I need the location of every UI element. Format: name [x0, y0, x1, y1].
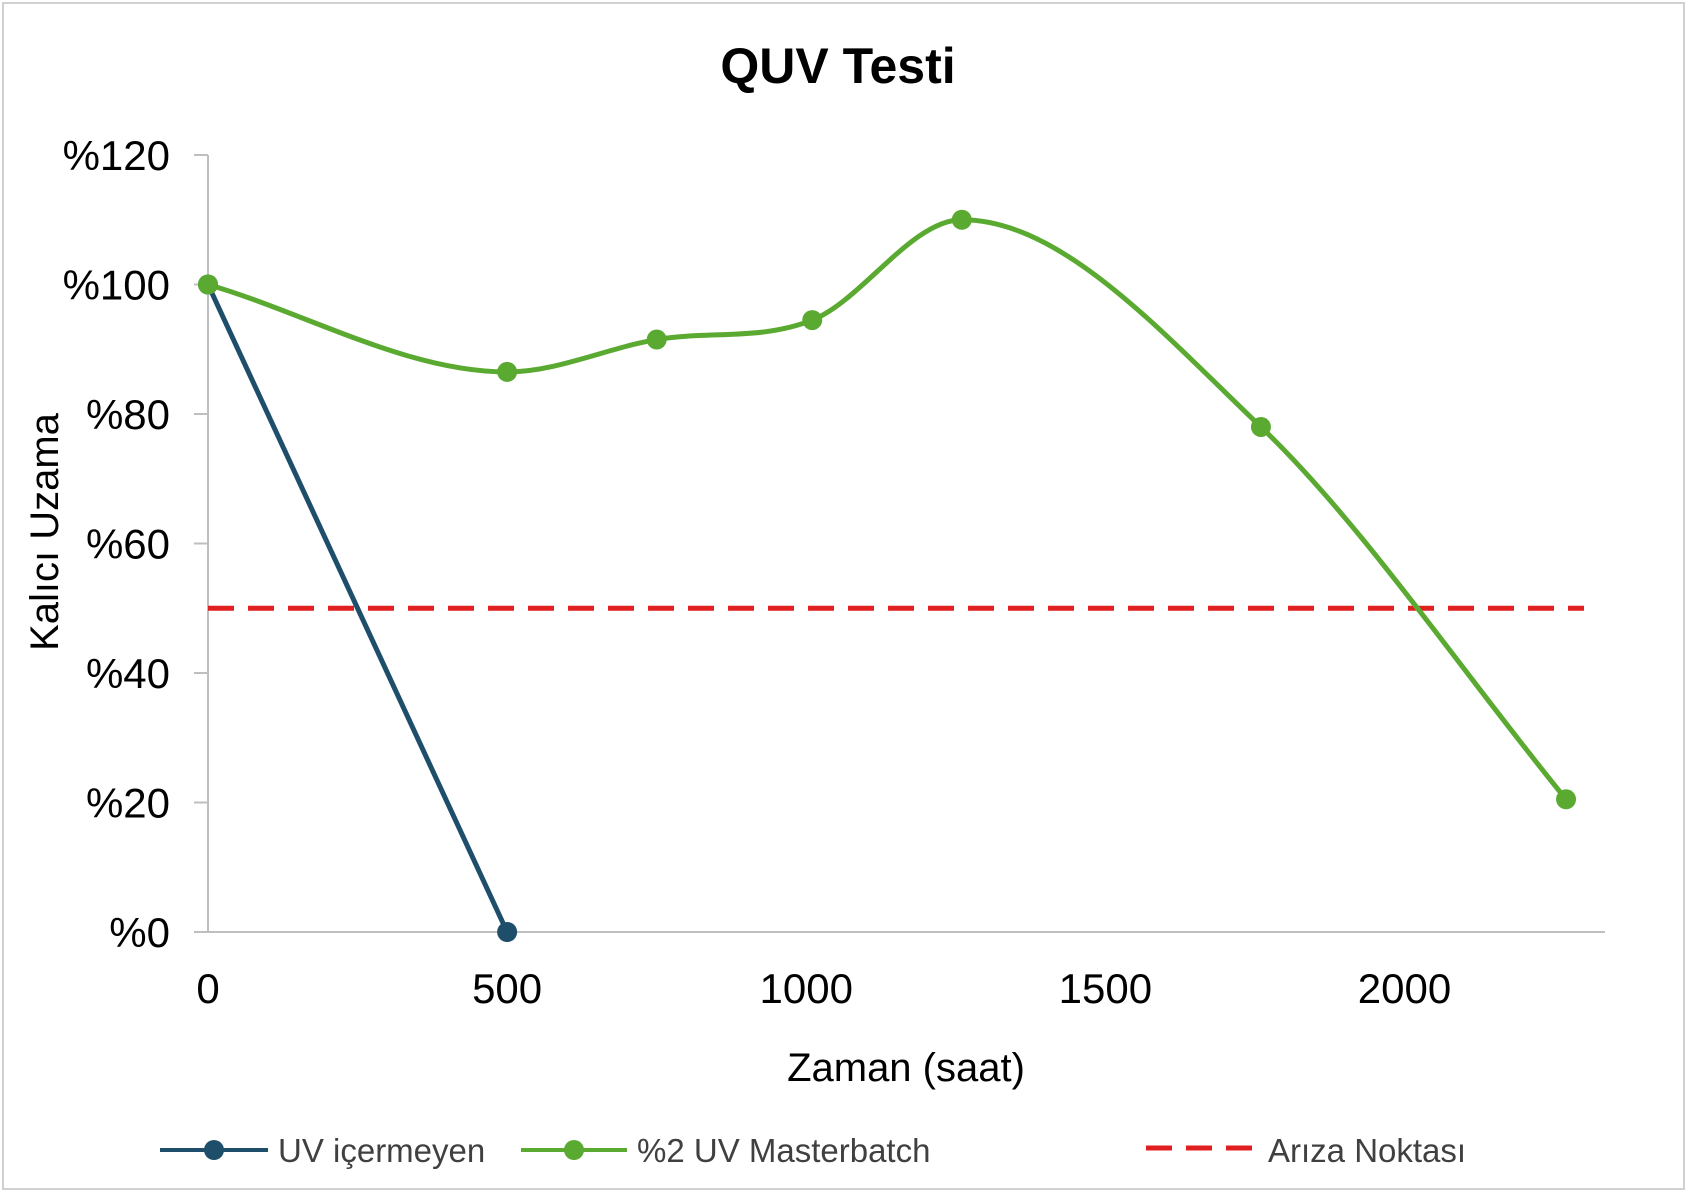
data-point-pct2-uv-masterbatch [802, 310, 823, 331]
legend-label-ariza-noktasi: Arıza Noktası [1268, 1132, 1466, 1169]
y-tick-label: %80 [86, 391, 170, 438]
x-tick-label: 1500 [1059, 965, 1152, 1012]
y-ticks: %0 %20 %40 %60 %80 %100 %120 [63, 132, 208, 956]
series-lines [205, 217, 1568, 934]
data-point-pct2-uv-masterbatch [1556, 789, 1577, 810]
y-tick-label: %0 [109, 909, 170, 956]
y-tick-label: %60 [86, 521, 170, 568]
series-points [198, 209, 1577, 942]
y-axis-label: Kalıcı Uzama [23, 412, 67, 651]
legend-item-uv-masterbatch: %2 UV Masterbatch [521, 1132, 930, 1169]
data-point-pct2-uv-masterbatch [497, 361, 518, 382]
series-line-pct2-uv-masterbatch [207, 217, 1568, 801]
x-tick-label: 500 [472, 965, 542, 1012]
series-line-uv-icermeyen [205, 283, 510, 934]
y-tick-label: %20 [86, 780, 170, 827]
y-tick-label: %120 [63, 132, 170, 179]
x-ticks: 0 500 1000 1500 2000 [196, 965, 1451, 1012]
data-point-pct2-uv-masterbatch [951, 209, 972, 230]
data-point-uv-icermeyen [497, 922, 518, 942]
data-point-pct2-uv-masterbatch [198, 274, 218, 295]
legend-label-uv-icermeyen: UV içermeyen [278, 1132, 485, 1169]
x-tick-label: 1000 [760, 965, 853, 1012]
legend-item-ariza-noktasi: Arıza Noktası [1146, 1132, 1466, 1169]
data-point-pct2-uv-masterbatch [1250, 416, 1271, 437]
legend-item-uv-icermeyen: UV içermeyen [160, 1132, 485, 1169]
x-tick-label: 0 [196, 965, 219, 1012]
legend-marker-uv-masterbatch [564, 1140, 584, 1160]
legend-marker-uv-icermeyen [204, 1140, 224, 1160]
x-axis-label: Zaman (saat) [787, 1046, 1025, 1090]
chart-title: QUV Testi [720, 38, 955, 94]
data-point-pct2-uv-masterbatch [646, 329, 667, 350]
legend: UV içermeyen %2 UV Masterbatch Arıza Nok… [160, 1132, 1466, 1169]
x-tick-label: 2000 [1358, 965, 1451, 1012]
y-tick-label: %100 [63, 262, 170, 309]
axes [207, 155, 1605, 933]
y-tick-label: %40 [86, 650, 170, 697]
legend-label-uv-masterbatch: %2 UV Masterbatch [637, 1132, 930, 1169]
